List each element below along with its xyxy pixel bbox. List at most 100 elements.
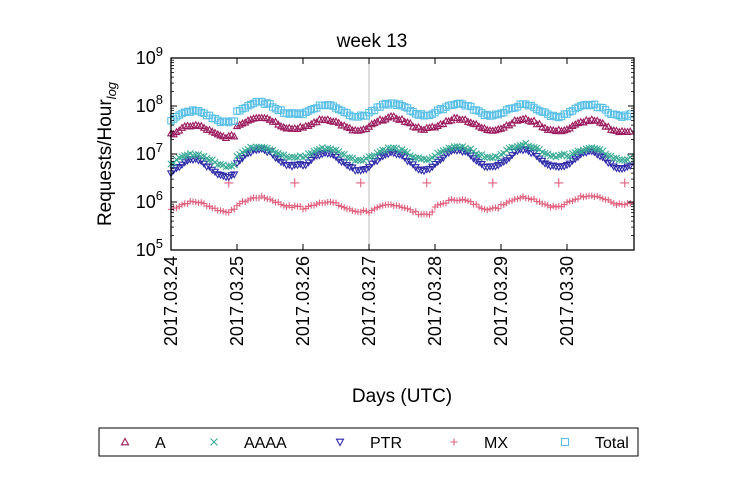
data-point xyxy=(437,201,444,208)
data-point xyxy=(593,145,601,153)
data-point xyxy=(261,194,268,202)
data-point xyxy=(540,123,550,131)
data-point xyxy=(363,207,370,215)
data-point xyxy=(238,155,247,163)
legend-item-aaaa: AAAA xyxy=(210,435,287,452)
data-point xyxy=(430,160,440,169)
data-point xyxy=(374,204,381,211)
x-tick-label: 2017.03.28 xyxy=(425,256,445,346)
data-point xyxy=(293,124,302,132)
data-point xyxy=(429,208,436,216)
data-point xyxy=(349,207,356,214)
data-point xyxy=(549,162,558,170)
data-point xyxy=(216,160,225,168)
data-point xyxy=(588,192,595,199)
legend-frame xyxy=(98,427,639,457)
data-point xyxy=(376,203,384,210)
data-point xyxy=(120,437,130,446)
data-point xyxy=(478,205,485,212)
series-ptr xyxy=(166,145,635,182)
data-point xyxy=(554,178,564,188)
data-point xyxy=(579,118,588,126)
data-point xyxy=(235,157,244,165)
data-point xyxy=(516,115,525,124)
data-point xyxy=(197,153,205,161)
data-point xyxy=(310,202,318,209)
data-point xyxy=(598,118,607,127)
data-point xyxy=(175,163,184,172)
data-point xyxy=(368,207,375,214)
data-point xyxy=(290,178,300,188)
data-point xyxy=(224,131,233,140)
data-point xyxy=(247,195,254,202)
data-point xyxy=(499,123,508,131)
series-a xyxy=(166,111,635,142)
data-point xyxy=(406,118,415,127)
data-point xyxy=(514,195,521,202)
data-point xyxy=(192,198,199,206)
data-point xyxy=(205,156,214,164)
data-point xyxy=(239,198,246,205)
data-point xyxy=(475,203,483,211)
data-point xyxy=(620,178,630,188)
data-point xyxy=(557,126,566,135)
series-total xyxy=(167,97,634,127)
data-point xyxy=(563,152,571,160)
data-point xyxy=(225,162,233,170)
data-point xyxy=(213,171,222,179)
data-point xyxy=(329,146,337,154)
data-point xyxy=(426,211,433,218)
data-point xyxy=(345,163,354,172)
data-point xyxy=(177,123,187,131)
data-point xyxy=(235,120,244,128)
data-point xyxy=(371,205,378,213)
data-point xyxy=(419,125,429,133)
data-point xyxy=(464,197,472,205)
data-point xyxy=(433,121,442,130)
data-point xyxy=(481,205,488,213)
data-point xyxy=(456,197,463,204)
data-point xyxy=(199,123,209,131)
legend-item-a: A xyxy=(120,435,166,452)
legend-label: Total xyxy=(595,435,629,452)
data-point xyxy=(386,149,396,157)
data-point xyxy=(517,194,524,202)
data-point xyxy=(367,119,376,128)
data-point xyxy=(598,154,607,162)
data-point xyxy=(414,166,423,174)
data-point xyxy=(527,117,536,125)
data-point xyxy=(379,146,387,154)
data-point xyxy=(304,121,313,129)
data-point xyxy=(192,151,200,159)
data-point xyxy=(560,437,570,447)
data-point xyxy=(217,207,224,214)
data-point xyxy=(379,202,386,209)
data-point xyxy=(541,149,549,157)
data-point xyxy=(337,150,346,158)
data-point xyxy=(389,111,398,120)
data-point xyxy=(573,118,583,127)
data-point xyxy=(177,161,187,170)
data-point xyxy=(178,201,186,208)
data-point xyxy=(335,202,342,209)
data-point xyxy=(327,198,334,206)
data-point xyxy=(398,204,406,211)
data-point xyxy=(219,172,228,181)
legend-label: MX xyxy=(484,435,508,452)
data-point xyxy=(594,192,601,200)
data-point xyxy=(626,153,634,161)
data-point xyxy=(191,155,200,164)
data-point xyxy=(305,203,312,210)
data-point xyxy=(357,156,365,164)
data-point xyxy=(563,199,571,206)
data-point xyxy=(604,159,613,168)
data-point xyxy=(241,118,250,126)
data-point xyxy=(516,141,524,150)
data-point xyxy=(461,115,470,123)
data-point xyxy=(230,171,239,179)
data-point xyxy=(345,123,354,132)
data-point xyxy=(393,202,400,209)
data-point xyxy=(568,121,577,129)
series-aaaa xyxy=(167,139,634,171)
data-point xyxy=(596,194,604,201)
